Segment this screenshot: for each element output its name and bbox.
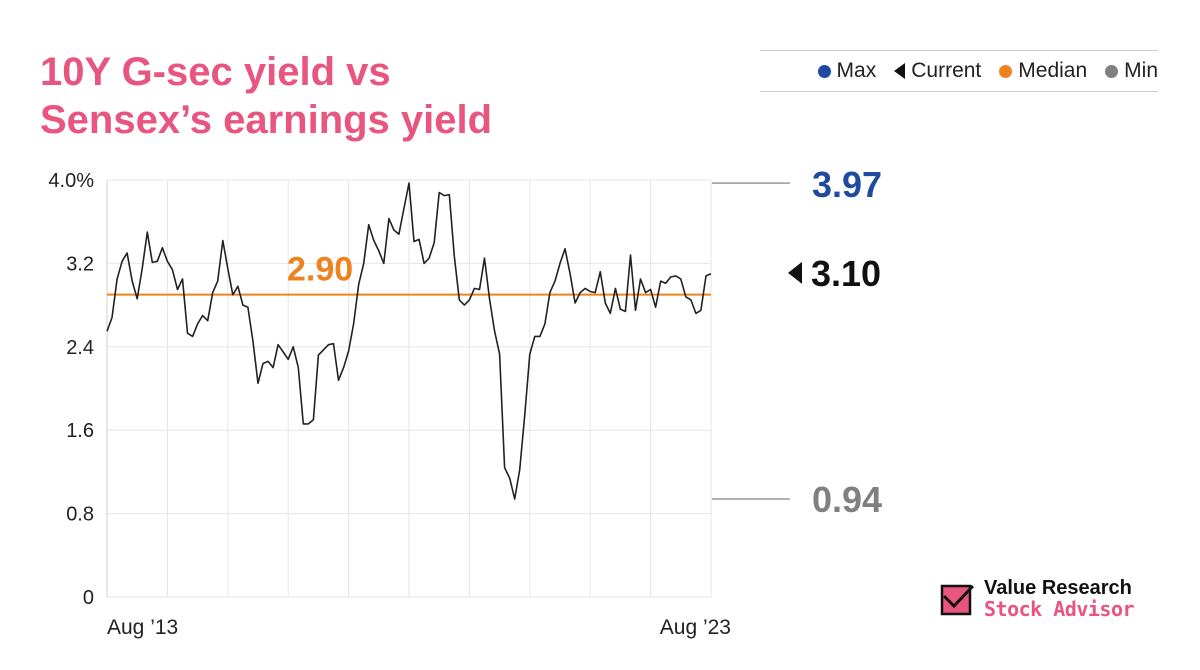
y-tick-label: 2.4	[66, 337, 94, 359]
max-value-label: 3.97	[812, 164, 882, 205]
legend-max-label: Max	[836, 59, 877, 82]
legend-median-label: Median	[1018, 59, 1088, 82]
y-tick-label: 4.0%	[48, 170, 94, 192]
median-label: 2.90	[287, 251, 353, 289]
legend-current-label: Current	[911, 59, 982, 82]
current-value-label: 3.10	[811, 253, 881, 294]
y-tick-label: 3.2	[66, 253, 94, 275]
x-tick-label: Aug ’13	[107, 616, 178, 639]
legend-min-dot-icon	[1105, 64, 1119, 78]
legend-current-triangle-icon	[894, 63, 906, 79]
current-triangle-icon	[788, 261, 802, 284]
y-tick-label: 0.8	[66, 504, 94, 526]
legend-item-median: Median	[999, 59, 1087, 83]
legend-min-label: Min	[1124, 59, 1158, 82]
chart-title: 10Y G-sec yield vs Sensex’s earnings yie…	[40, 48, 492, 144]
legend-item-min: Min	[1105, 59, 1158, 83]
series-line	[106, 182, 712, 500]
legend-item-current: Current	[894, 59, 981, 83]
chart-title-line2: Sensex’s earnings yield	[40, 98, 493, 142]
legend-median-dot-icon	[999, 64, 1013, 78]
legend: Max Current Median Min	[760, 50, 1158, 92]
legend-item-max: Max	[817, 59, 877, 83]
checkbox-logo-icon	[940, 584, 974, 616]
y-tick-label: 1.6	[66, 420, 94, 442]
legend-max-dot-icon	[817, 64, 831, 78]
y-tick-label: 0	[83, 587, 94, 609]
min-value-label: 0.94	[812, 479, 882, 520]
brand-logo: Value Research Stock Advisor	[940, 577, 1135, 621]
brand-product: Stock Advisor	[984, 597, 1135, 621]
brand-name: Value Research	[984, 577, 1132, 599]
x-tick-label: Aug ’23	[660, 616, 731, 639]
chart-title-line1: 10Y G-sec yield vs	[40, 50, 391, 94]
